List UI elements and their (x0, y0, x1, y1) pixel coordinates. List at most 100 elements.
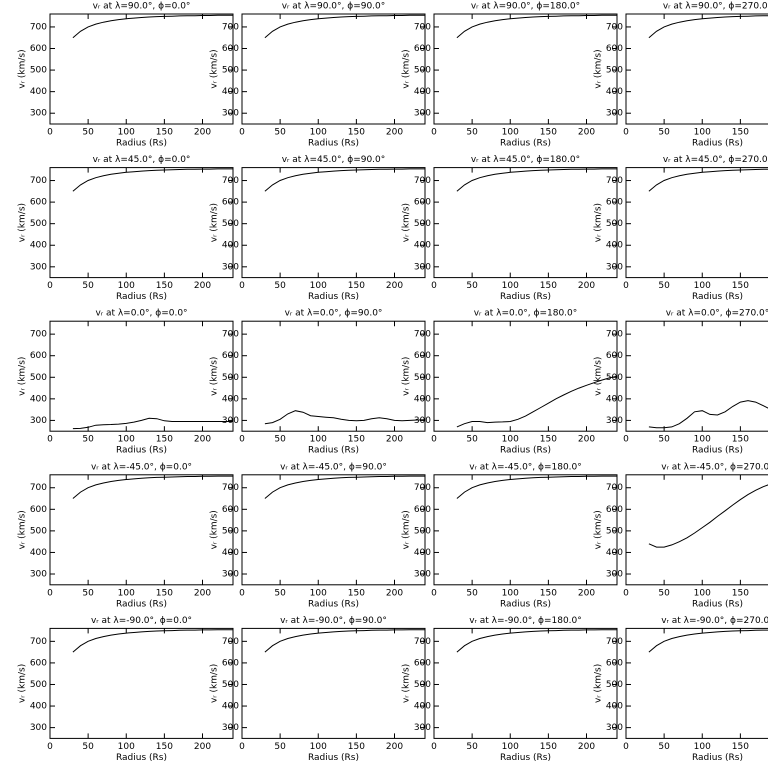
x-axis-label: Radius (Rs) (692, 446, 743, 456)
panel: vᵣ at λ=90.0°, ϕ=0.0° 0 50 100 150 200 300 400 5… (18, 2, 234, 149)
x-tick-label: 200 (386, 128, 403, 138)
y-tick-label: 600 (30, 505, 47, 515)
x-tick-label: 150 (540, 281, 557, 291)
y-tick-label: 300 (414, 723, 431, 733)
x-tick-label: 0 (431, 588, 437, 598)
y-tick-label: 300 (222, 262, 239, 272)
chart-title: vᵣ at λ=-90.0°, ϕ=270.0° (661, 616, 768, 626)
y-axis-label: vᵣ (km/s) (210, 203, 220, 242)
x-axis-label: Radius (Rs) (308, 292, 359, 302)
panel: vᵣ at λ=90.0°, ϕ=270.0°05010015020030040… (594, 2, 768, 149)
x-tick-label: 200 (194, 281, 211, 291)
x-tick-label: 100 (502, 281, 519, 291)
chart-title: vᵣ at λ=90.0°, ϕ=270.0° (663, 2, 768, 12)
x-tick-label: 150 (348, 128, 365, 138)
y-tick-label: 500 (606, 526, 623, 536)
y-tick-label: 400 (30, 548, 47, 558)
y-axis-label: vᵣ (km/s) (18, 510, 28, 549)
x-tick-label: 50 (658, 128, 670, 138)
x-tick-label: 50 (82, 435, 94, 445)
y-tick-label: 600 (414, 351, 431, 361)
y-tick-label: 600 (222, 198, 239, 208)
x-axis-label: Radius (Rs) (116, 753, 167, 763)
panel: vᵣ at λ=-45.0°, ϕ=0.0° 0 50 100 150 200 300 400… (18, 462, 234, 609)
plot-frame (49, 320, 234, 432)
y-axis-label: vᵣ (km/s) (594, 664, 604, 703)
y-tick-label: 500 (222, 373, 239, 383)
x-axis-label: Radius (Rs) (308, 139, 359, 149)
y-tick-label: 500 (30, 526, 47, 536)
y-tick-label: 700 (30, 483, 47, 493)
x-tick-label: 200 (578, 128, 595, 138)
y-tick-label: 400 (606, 702, 623, 712)
y-tick-label: 700 (30, 176, 47, 186)
x-tick-label: 100 (310, 128, 327, 138)
y-tick-label: 500 (30, 66, 47, 76)
y-tick-label: 700 (30, 330, 47, 340)
x-tick-label: 100 (118, 281, 135, 291)
y-tick-label: 400 (30, 702, 47, 712)
x-tick-label: 0 (623, 128, 629, 138)
x-tick-label: 200 (386, 435, 403, 445)
panel: vᵣ at λ=0.0°, ϕ=90.0° 0 50 100 150 200 300 400 5… (210, 309, 426, 456)
x-tick-label: 150 (156, 128, 173, 138)
y-tick-label: 300 (30, 416, 47, 426)
y-tick-label: 500 (30, 373, 47, 383)
y-axis-label: vᵣ (km/s) (18, 203, 28, 242)
y-tick-label: 600 (222, 44, 239, 54)
y-tick-label: 700 (30, 637, 47, 647)
chart-title: vᵣ at λ=45.0°, ϕ=0.0° (93, 155, 191, 165)
plot-frame (433, 167, 618, 279)
x-tick-label: 0 (47, 742, 53, 752)
x-tick-label: 50 (82, 281, 94, 291)
plot-frame (241, 474, 426, 586)
y-tick-label: 300 (606, 416, 623, 426)
x-tick-label: 0 (239, 742, 245, 752)
x-tick-label: 150 (732, 128, 749, 138)
panel: vᵣ at λ=45.0°, ϕ=180.0° 0 50 100 150 200 300 40… (402, 155, 618, 302)
y-tick-label: 600 (606, 658, 623, 668)
y-axis-label: vᵣ (km/s) (402, 664, 412, 703)
y-tick-label: 600 (222, 351, 239, 361)
x-tick-label: 100 (310, 435, 327, 445)
chart-title: vᵣ at λ=-45.0°, ϕ=90.0° (280, 462, 387, 472)
y-tick-label: 600 (606, 198, 623, 208)
x-tick-label: 0 (239, 588, 245, 598)
y-axis-label: vᵣ (km/s) (18, 357, 28, 396)
x-tick-label: 50 (466, 588, 478, 598)
plot-frame (433, 474, 618, 586)
y-tick-label: 400 (606, 241, 623, 251)
x-tick-label: 200 (578, 742, 595, 752)
plot-frame (433, 320, 618, 432)
x-tick-label: 100 (502, 742, 519, 752)
x-tick-label: 0 (239, 435, 245, 445)
y-tick-label: 400 (414, 394, 431, 404)
data-line (648, 484, 768, 548)
y-tick-label: 300 (30, 109, 47, 119)
x-tick-label: 150 (348, 742, 365, 752)
x-axis-label: Radius (Rs) (116, 139, 167, 149)
data-line (264, 14, 425, 39)
x-tick-label: 0 (239, 281, 245, 291)
chart-title: vᵣ at λ=-90.0°, ϕ=180.0° (469, 616, 582, 626)
x-tick-label: 50 (658, 281, 670, 291)
chart-title: vᵣ at λ=0.0°, ϕ=0.0° (95, 309, 187, 319)
x-axis-label: Radius (Rs) (500, 753, 551, 763)
x-tick-label: 200 (578, 588, 595, 598)
y-tick-label: 600 (606, 505, 623, 515)
x-tick-label: 0 (623, 588, 629, 598)
y-tick-label: 400 (30, 87, 47, 97)
y-tick-label: 700 (222, 637, 239, 647)
x-tick-label: 50 (274, 742, 286, 752)
x-tick-label: 50 (274, 435, 286, 445)
x-tick-label: 150 (540, 435, 557, 445)
x-tick-label: 200 (194, 588, 211, 598)
x-tick-label: 100 (694, 742, 711, 752)
x-axis-label: Radius (Rs) (692, 139, 743, 149)
data-line (264, 168, 425, 192)
y-tick-label: 500 (222, 680, 239, 690)
y-tick-label: 700 (30, 22, 47, 32)
plot-frame (625, 13, 768, 125)
data-line (456, 475, 617, 499)
